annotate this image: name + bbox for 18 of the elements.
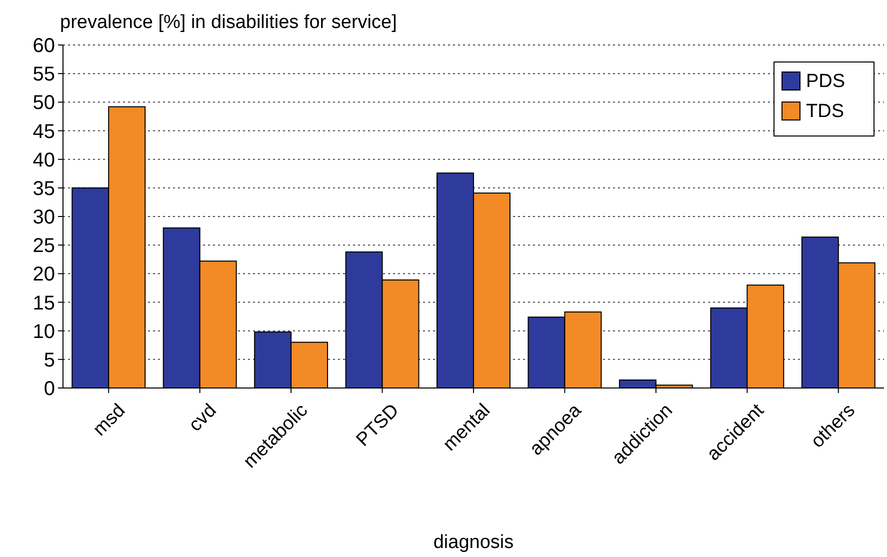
y-tick-label: 40 <box>32 149 55 172</box>
y-tick-label: 35 <box>32 178 55 200</box>
y-tick-label: 30 <box>32 206 55 228</box>
x-tick-label: cvd <box>185 400 221 436</box>
y-tick-label: 15 <box>32 292 55 314</box>
chart-title: prevalence [%] in disabilities for service] <box>60 12 397 33</box>
y-tick-label: 25 <box>32 235 55 258</box>
y-tick-label: 60 <box>32 35 55 57</box>
y-tick-label: 50 <box>32 92 55 114</box>
y-tick-label: 10 <box>32 320 55 343</box>
legend-label: TDS <box>806 101 844 122</box>
y-tick-label: 20 <box>32 264 55 286</box>
y-tick-label: 55 <box>32 64 55 86</box>
y-tick-label: 0 <box>44 378 55 400</box>
x-axis-title: diagnosis <box>433 532 514 553</box>
y-tick-label: 5 <box>44 349 55 372</box>
legend-label: PDS <box>806 71 846 92</box>
y-tick-label: 45 <box>32 120 55 143</box>
